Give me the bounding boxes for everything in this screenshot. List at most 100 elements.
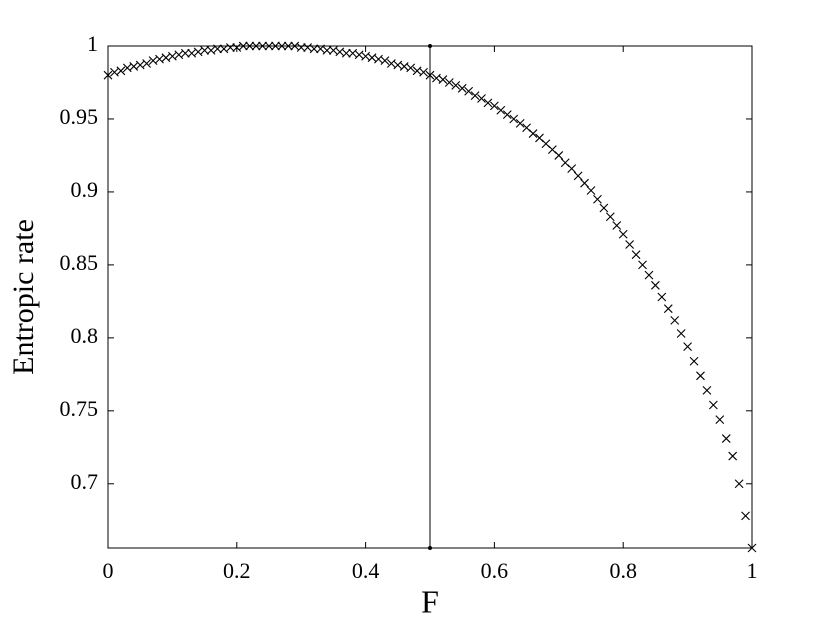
point-marker (251, 41, 261, 51)
point-marker (296, 43, 306, 52)
point-marker (528, 129, 538, 138)
point-marker (593, 194, 602, 204)
point-marker (464, 86, 474, 96)
marker-stroke (129, 62, 139, 71)
marker-stroke (155, 54, 164, 64)
point-marker (631, 250, 641, 260)
point-marker (419, 67, 428, 77)
point-marker (567, 164, 577, 173)
x-tick-label: 0.4 (352, 558, 380, 583)
marker-stroke (296, 43, 306, 52)
point-marker (490, 101, 499, 111)
marker-stroke (258, 41, 267, 51)
point-marker (406, 63, 416, 73)
point-marker (663, 304, 673, 314)
marker-stroke (541, 139, 551, 149)
marker-stroke (651, 280, 660, 290)
y-tick-label: 0.7 (71, 469, 99, 494)
marker-stroke (380, 56, 390, 65)
marker-stroke (483, 98, 493, 108)
marker-stroke (490, 101, 499, 111)
marker-stroke (618, 229, 628, 239)
x-tick-label: 0.8 (609, 558, 637, 583)
point-marker (728, 451, 738, 461)
marker-stroke (457, 83, 467, 93)
marker-stroke (251, 41, 261, 51)
marker-stroke (477, 94, 486, 103)
y-tick-label: 0.75 (60, 396, 99, 421)
y-tick-label: 0.8 (71, 323, 99, 348)
marker-stroke (232, 43, 242, 52)
marker-stroke (708, 400, 718, 410)
marker-stroke (283, 41, 293, 51)
point-marker (213, 44, 222, 54)
point-marker (689, 356, 699, 366)
marker-stroke (747, 543, 757, 553)
point-marker (618, 229, 628, 239)
marker-stroke (238, 41, 248, 51)
point-marker (670, 315, 680, 325)
marker-stroke (116, 66, 126, 76)
marker-stroke (322, 45, 332, 55)
vertical-line-end (428, 44, 432, 48)
y-tick-label: 1 (87, 31, 98, 56)
marker-stroke (715, 415, 725, 424)
point-marker (457, 83, 467, 93)
point-marker (116, 66, 126, 76)
marker-stroke (444, 78, 454, 87)
marker-stroke (225, 43, 235, 52)
x-axis-label: F (421, 583, 439, 619)
marker-stroke (271, 41, 280, 51)
marker-stroke (110, 67, 119, 77)
point-marker (747, 543, 757, 553)
point-marker (580, 178, 589, 188)
marker-stroke (419, 67, 428, 77)
marker-stroke (264, 41, 274, 51)
point-marker (708, 400, 718, 410)
point-marker (515, 118, 525, 128)
y-tick-label: 0.95 (60, 104, 99, 129)
point-marker (734, 479, 744, 489)
marker-stroke (670, 315, 680, 325)
marker-stroke (135, 60, 145, 70)
marker-stroke (586, 186, 596, 195)
point-marker (264, 41, 274, 51)
marker-stroke (560, 158, 570, 168)
point-marker (277, 41, 287, 51)
marker-stroke (528, 129, 538, 138)
marker-stroke (245, 41, 255, 51)
point-marker (599, 203, 609, 213)
point-marker (651, 280, 660, 290)
point-marker (103, 70, 113, 80)
x-tick-label: 0 (103, 558, 114, 583)
point-marker (496, 105, 506, 115)
marker-stroke (425, 70, 435, 80)
marker-stroke (309, 44, 319, 54)
marker-stroke (180, 48, 190, 58)
y-tick-label: 0.85 (60, 250, 99, 275)
marker-stroke (657, 292, 667, 302)
marker-stroke (593, 194, 602, 204)
marker-stroke (522, 123, 531, 133)
marker-stroke (187, 48, 197, 58)
marker-stroke (148, 56, 158, 65)
point-marker (425, 70, 435, 80)
marker-stroke (638, 260, 647, 270)
point-marker (554, 151, 564, 160)
marker-stroke (206, 45, 216, 55)
marker-stroke (547, 145, 557, 154)
marker-stroke (741, 511, 750, 521)
x-tick-label: 0.6 (481, 558, 509, 583)
marker-stroke (554, 151, 564, 160)
point-marker (341, 48, 351, 58)
marker-stroke (573, 171, 583, 181)
marker-stroke (515, 118, 525, 128)
marker-stroke (470, 91, 480, 101)
point-marker (283, 41, 293, 51)
point-marker (721, 434, 731, 443)
marker-stroke (168, 51, 177, 61)
marker-stroke (696, 371, 705, 381)
point-marker (586, 186, 596, 195)
marker-stroke (142, 59, 152, 68)
